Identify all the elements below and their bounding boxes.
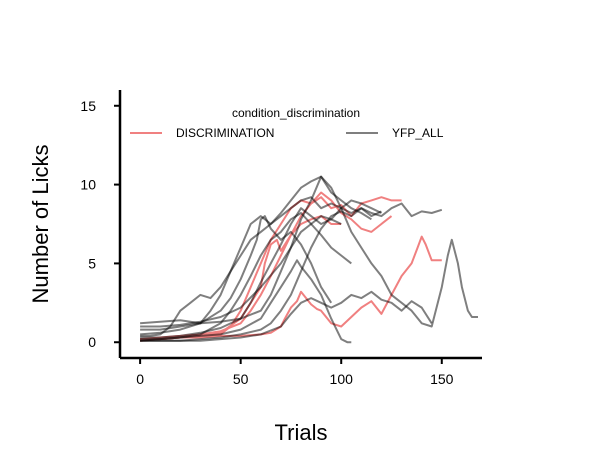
series-line-yfp-all (140, 212, 352, 342)
y-axis-label: Number of Licks (28, 145, 53, 304)
series-line-yfp-all (140, 175, 478, 328)
y-tick-label: 0 (88, 334, 96, 350)
legend-entry-label: DISCRIMINATION (176, 126, 274, 140)
x-tick-label: 50 (233, 371, 249, 387)
series-line-yfp-all (140, 175, 372, 331)
plot-lines-group (140, 175, 478, 344)
x-tick-label: 150 (430, 371, 454, 387)
series-line-yfp-all (140, 202, 443, 342)
legend-entry-label: YFP_ALL (392, 126, 444, 140)
x-axis-label: Trials (275, 420, 328, 445)
series-line-yfp-all (140, 199, 382, 339)
legend: condition_discrimination DISCRIMINATION Y… (130, 106, 444, 140)
series-line-yfp-all (140, 259, 352, 344)
series-line-yfp-all (140, 215, 333, 336)
x-tick-label: 100 (330, 371, 354, 387)
x-tick-label: 0 (136, 371, 144, 387)
y-tick-label: 5 (88, 255, 96, 271)
y-tick-label: 10 (80, 177, 96, 193)
ticks-group: 0 50 100 150 0 5 10 15 (80, 98, 453, 387)
series-line-yfp-all (140, 290, 433, 342)
legend-title: condition_discrimination (232, 106, 360, 120)
series-line-yfp-all (140, 215, 342, 328)
axes-group (118, 90, 482, 360)
y-tick-label: 15 (80, 98, 96, 114)
series-line-discrimination (140, 196, 402, 341)
